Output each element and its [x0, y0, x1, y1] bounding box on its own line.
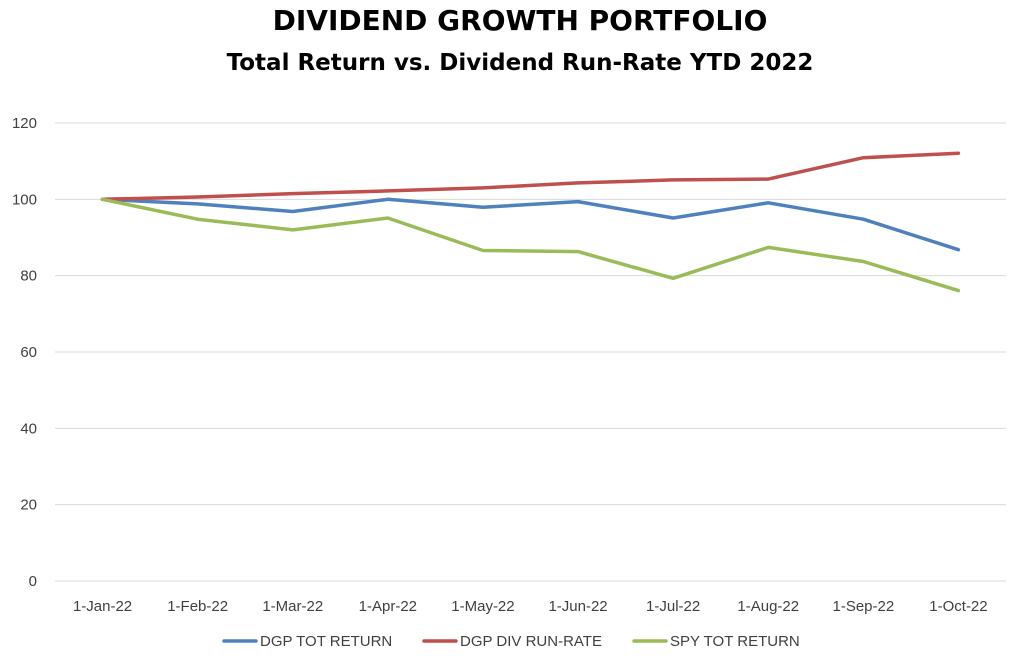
- x-tick-label: 1-Mar-22: [262, 598, 323, 615]
- x-tick-label: 1-Apr-22: [359, 598, 417, 615]
- x-tick-label: 1-Jul-22: [646, 598, 700, 615]
- legend-item: DGP DIV RUN-RATE: [422, 633, 602, 650]
- legend-label: SPY TOT RETURN: [670, 633, 800, 650]
- x-tick-label: 1-Jun-22: [548, 598, 607, 615]
- x-tick-label: 1-Jan-22: [73, 598, 132, 615]
- series-line-spy-tot-return: [100, 197, 961, 293]
- y-tick-label: 0: [29, 573, 37, 590]
- legend-label: DGP TOT RETURN: [260, 633, 392, 650]
- y-tick-label: 80: [20, 268, 37, 285]
- x-tick-label: 1-Sep-22: [832, 598, 894, 615]
- x-tick-label: 1-May-22: [451, 598, 514, 615]
- y-tick-label: 20: [20, 497, 37, 514]
- legend: DGP TOT RETURN DGP DIV RUN-RATE SPY TOT RE…: [222, 633, 800, 650]
- series-line-dgp-tot-return: [100, 197, 961, 252]
- y-tick-label: 100: [12, 191, 37, 208]
- y-tick-label: 60: [20, 344, 37, 361]
- x-axis-tick-labels: 1-Jan-22 1-Feb-22 1-Mar-22 1-Apr-22 1-May-22…: [73, 598, 988, 615]
- gridlines: [55, 122, 1006, 582]
- series-lines: [100, 151, 961, 293]
- x-tick-label: 1-Feb-22: [167, 598, 228, 615]
- y-tick-label: 120: [12, 115, 37, 132]
- legend-item: DGP TOT RETURN: [222, 633, 392, 650]
- chart-subtitle: Total Return vs. Dividend Run-Rate YTD 2…: [227, 50, 814, 76]
- chart-title: DIVIDEND GROWTH PORTFOLIO: [273, 4, 768, 37]
- x-tick-label: 1-Oct-22: [929, 598, 987, 615]
- series-line-dgp-div-run-rate: [100, 151, 961, 202]
- legend-item: SPY TOT RETURN: [632, 633, 800, 650]
- legend-label: DGP DIV RUN-RATE: [460, 633, 602, 650]
- x-tick-label: 1-Aug-22: [737, 598, 799, 615]
- y-tick-label: 40: [20, 420, 37, 437]
- y-axis-tick-labels: 0 20 40 60 80 100 120: [12, 115, 37, 590]
